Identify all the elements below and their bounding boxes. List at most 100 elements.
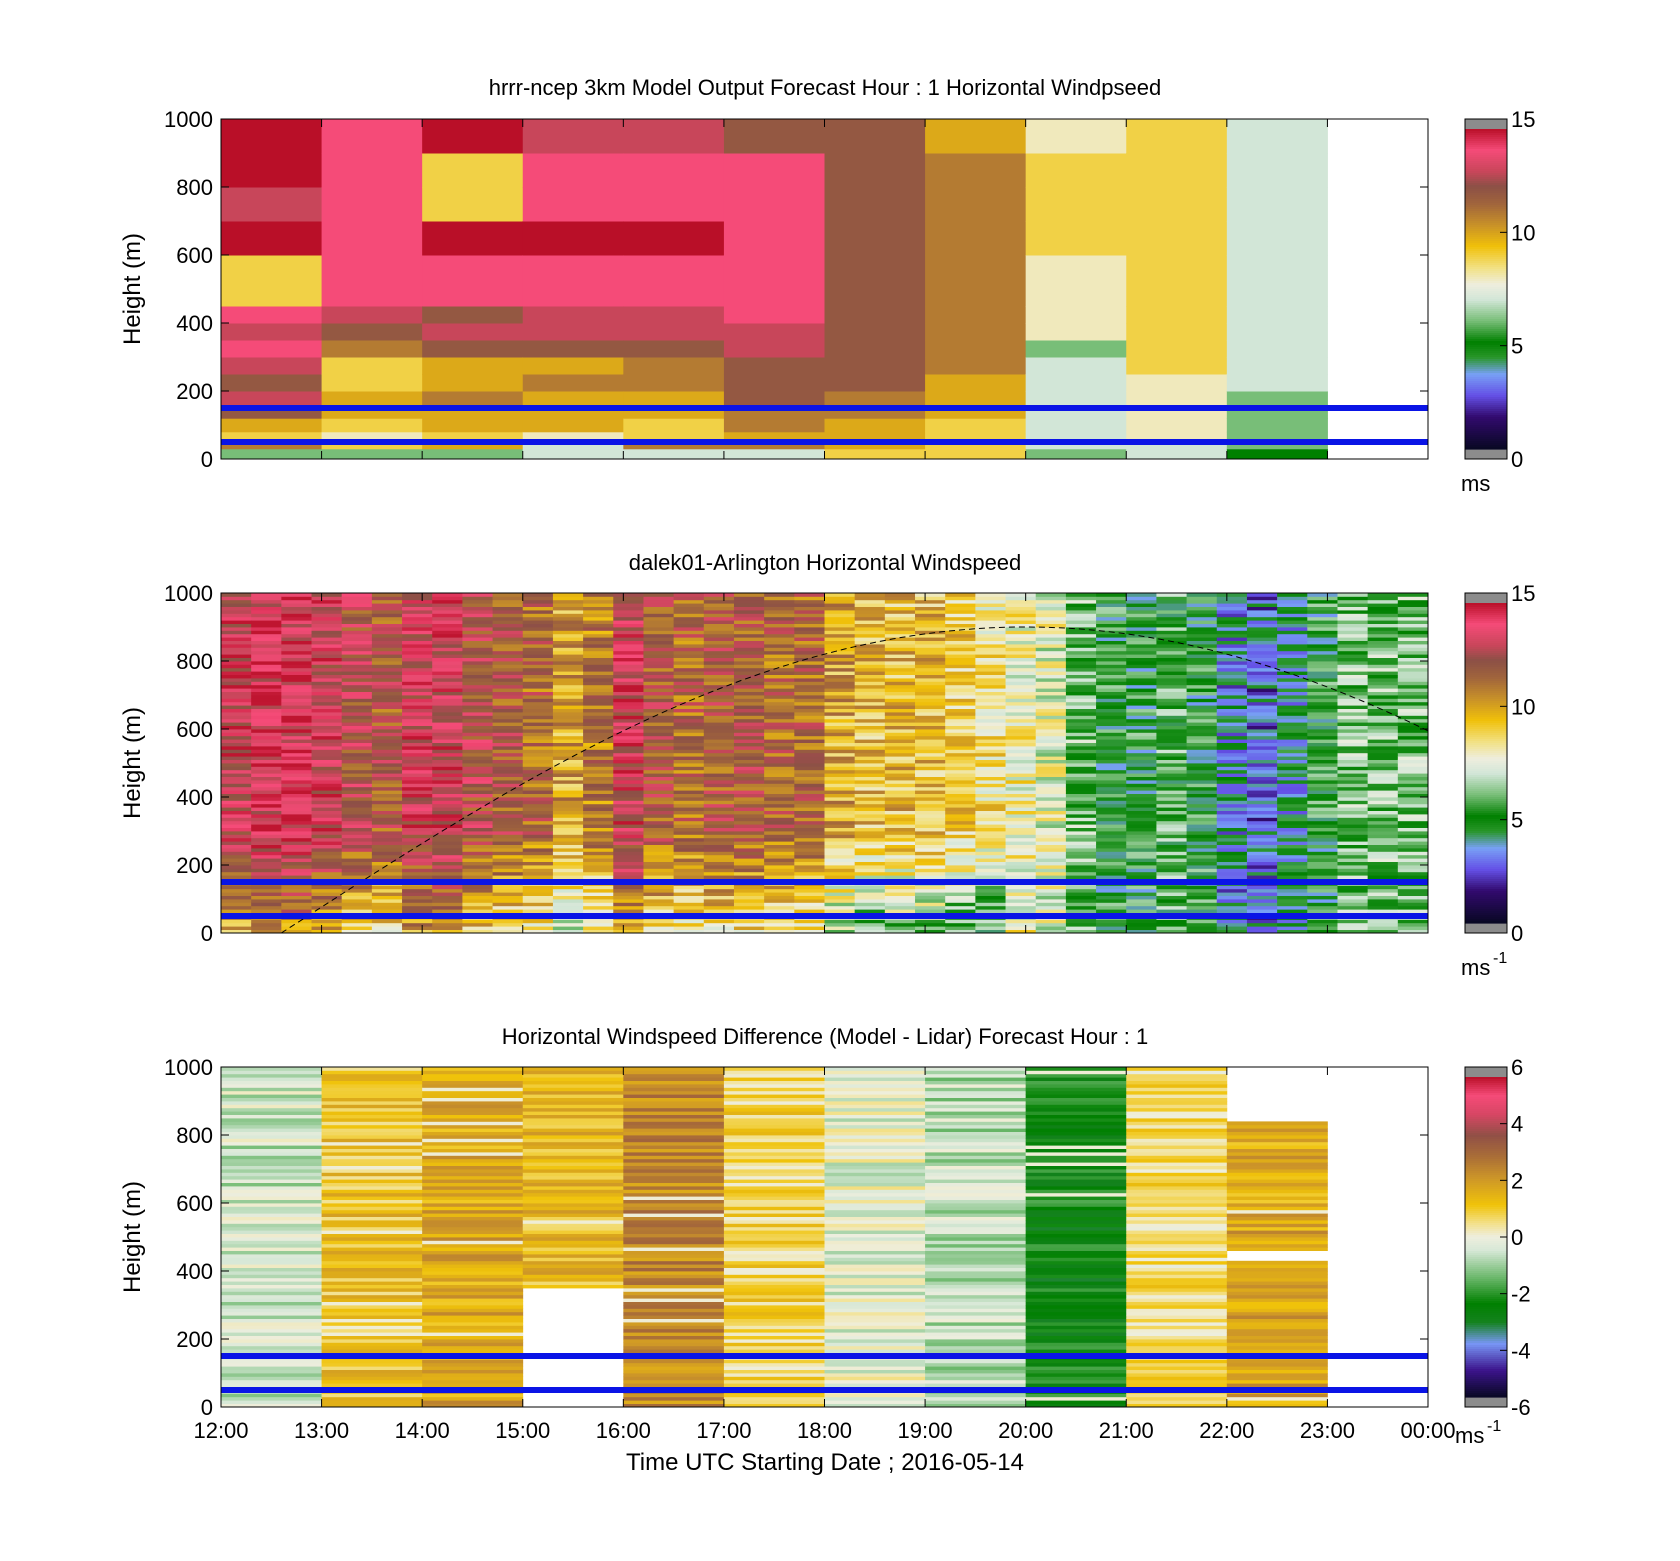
lidar-cell xyxy=(1337,610,1369,614)
lidar-cell xyxy=(1065,708,1097,713)
lidar-cell xyxy=(371,746,403,750)
lidar-cell xyxy=(371,749,403,754)
lidar-cell xyxy=(462,793,493,798)
lidar-cell xyxy=(432,688,463,692)
difference-cell xyxy=(422,1366,524,1370)
lidar-cell xyxy=(764,783,795,788)
lidar-cell xyxy=(1096,688,1127,692)
model-cell xyxy=(623,187,725,222)
lidar-cell xyxy=(371,596,403,601)
lidar-cell xyxy=(371,800,403,805)
lidar-cell xyxy=(945,647,976,652)
colorbar-swatch xyxy=(1465,697,1507,700)
lidar-cell xyxy=(1337,895,1369,900)
lidar-cell xyxy=(492,810,524,815)
lidar-cell xyxy=(613,793,644,798)
lidar-cell xyxy=(915,667,946,672)
lidar-cell xyxy=(824,715,856,720)
lidar-cell xyxy=(1035,722,1067,726)
lidar-cell xyxy=(1065,922,1097,927)
lidar-cell xyxy=(1005,698,1037,703)
lidar-cell xyxy=(583,824,614,828)
lidar-cell xyxy=(1035,892,1067,896)
lidar-cell xyxy=(673,620,705,624)
difference-cell xyxy=(321,1165,423,1170)
lidar-cell xyxy=(1337,831,1369,835)
lidar-cell xyxy=(311,613,343,618)
lidar-cell xyxy=(1096,644,1127,648)
model-cell xyxy=(221,442,323,450)
model-cell xyxy=(321,187,423,222)
lidar-cell xyxy=(1277,640,1308,645)
lidar-cell xyxy=(341,854,373,859)
difference-cell xyxy=(522,1274,624,1279)
lidar-cell xyxy=(311,827,343,832)
lidar-cell xyxy=(462,688,493,692)
lidar-cell xyxy=(794,807,825,811)
lidar-cell xyxy=(311,810,343,815)
lidar-cell xyxy=(522,640,554,645)
lidar-cell xyxy=(854,667,886,672)
colorbar-swatch xyxy=(1465,887,1507,890)
lidar-cell xyxy=(492,786,524,791)
lidar-cell xyxy=(733,739,765,743)
lidar-cell xyxy=(221,899,252,903)
lidar-cell xyxy=(1035,824,1067,828)
difference-cell xyxy=(221,1094,322,1098)
difference-cell xyxy=(422,1294,524,1299)
difference-cell xyxy=(522,1199,624,1204)
lidar-cell xyxy=(1397,691,1429,696)
lidar-cell xyxy=(1277,681,1308,686)
lidar-cell xyxy=(673,783,705,788)
difference-cell xyxy=(422,1257,524,1262)
lidar-cell xyxy=(462,786,493,791)
lidar-cell xyxy=(1367,735,1399,740)
lidar-cell xyxy=(854,620,886,624)
lidar-cell xyxy=(1156,701,1187,706)
lidar-cell xyxy=(1156,606,1187,611)
model-cell xyxy=(422,153,524,188)
lidar-cell xyxy=(583,596,614,601)
lidar-cell xyxy=(432,620,463,624)
lidar-cell xyxy=(703,922,735,927)
lidar-cell xyxy=(1156,729,1187,733)
lidar-cell xyxy=(462,929,493,934)
lidar-cell xyxy=(1005,922,1037,927)
lidar-cell xyxy=(402,800,433,805)
lidar-cell xyxy=(945,715,976,720)
colorbar-swatch xyxy=(1465,233,1507,236)
lidar-cell xyxy=(794,800,825,805)
lidar-cell xyxy=(884,905,916,910)
colorbar-swatch xyxy=(1465,689,1507,692)
colorbar-swatch xyxy=(1465,241,1507,244)
lidar-cell xyxy=(1337,861,1369,866)
lidar-cell xyxy=(733,616,765,621)
lidar-cell xyxy=(402,919,433,924)
model-cell xyxy=(1025,323,1127,341)
lidar-cell xyxy=(221,800,252,805)
lidar-cell xyxy=(221,817,252,822)
lidar-cell xyxy=(1277,848,1308,852)
colorbar-swatch xyxy=(1465,623,1507,626)
lidar-cell xyxy=(854,810,886,815)
lidar-cell xyxy=(1126,678,1157,682)
lidar-cell xyxy=(221,841,252,845)
lidar-cell xyxy=(462,752,493,757)
lidar-cell xyxy=(552,708,584,713)
lidar-cell xyxy=(794,837,825,842)
lidar-cell xyxy=(1035,875,1067,879)
lidar-cell xyxy=(1096,705,1127,709)
lidar-cell xyxy=(1096,735,1127,740)
lidar-cell xyxy=(522,861,554,866)
lidar-cell xyxy=(1307,671,1338,675)
lidar-cell xyxy=(1005,773,1037,777)
lidar-cell xyxy=(915,922,946,927)
lidar-cell xyxy=(1005,892,1037,896)
lidar-cell xyxy=(703,725,735,730)
lidar-cell xyxy=(643,684,675,689)
difference-cell xyxy=(522,1260,624,1265)
lidar-cell xyxy=(221,926,252,930)
difference-cell xyxy=(221,1379,322,1384)
lidar-cell xyxy=(945,763,976,767)
colorbar-swatch xyxy=(1465,611,1507,614)
